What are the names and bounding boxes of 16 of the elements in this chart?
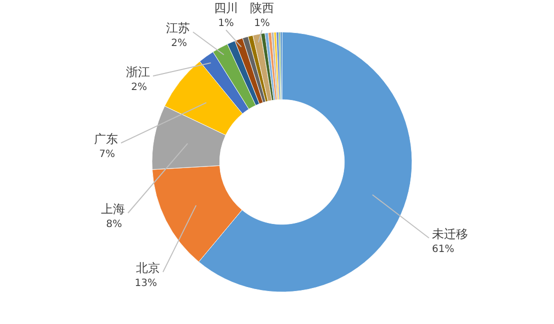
data-label: 7% <box>99 149 115 160</box>
data-label: 1% <box>218 18 234 29</box>
data-label: 2% <box>171 38 187 49</box>
slice-label: 广东 <box>94 132 118 146</box>
slice-label: 北京 <box>136 261 160 275</box>
slice-label: 上海 <box>101 202 125 216</box>
slice-label: 未迁移 <box>432 227 468 241</box>
slice-label: 陕西 <box>250 1 274 15</box>
slice-label: 浙江 <box>126 65 150 79</box>
data-label: 61% <box>432 244 454 255</box>
data-label: 1% <box>254 18 270 29</box>
data-label: 8% <box>106 219 122 230</box>
data-label: 2% <box>131 82 147 93</box>
slice-label: 江苏 <box>166 21 190 35</box>
data-label: 13% <box>134 278 157 289</box>
slice-label: 四川 <box>214 1 238 15</box>
